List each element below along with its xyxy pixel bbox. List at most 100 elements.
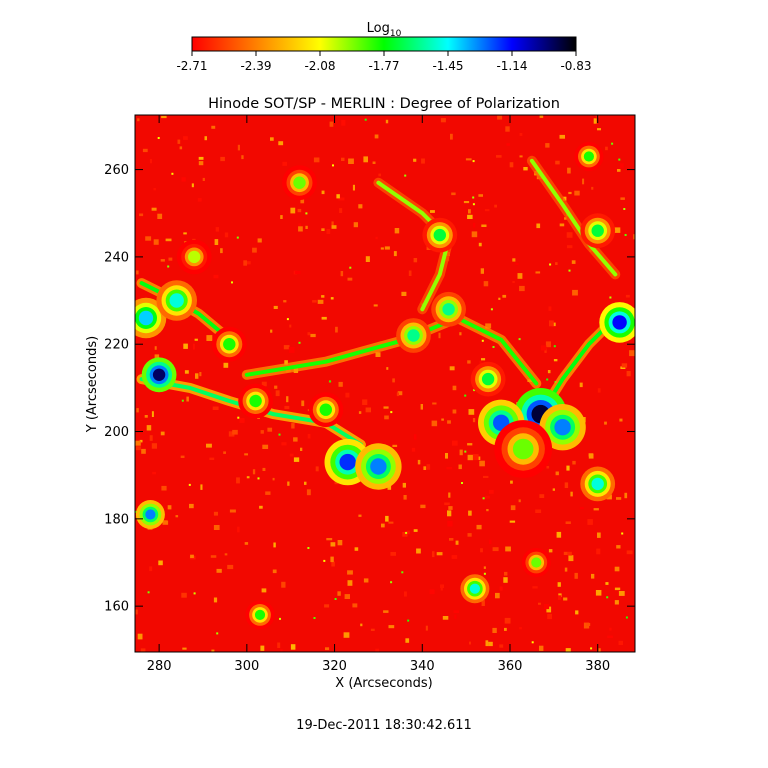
polarization-feature bbox=[355, 443, 402, 490]
y-axis: 160 180 200 220 240 260 bbox=[104, 163, 635, 615]
texture-cell bbox=[385, 515, 389, 522]
texture-cell bbox=[293, 457, 300, 462]
texture-cell bbox=[472, 454, 479, 461]
texture-cell bbox=[160, 259, 165, 262]
texture-cell bbox=[245, 261, 251, 265]
texture-cell bbox=[321, 190, 325, 195]
texture-cell bbox=[454, 614, 457, 619]
texture-cell bbox=[485, 640, 489, 647]
texture-cell bbox=[192, 343, 195, 350]
texture-speck bbox=[307, 547, 310, 549]
texture-cell bbox=[544, 348, 547, 353]
texture-speck bbox=[157, 137, 160, 139]
texture-cell bbox=[606, 494, 612, 500]
texture-speck bbox=[518, 338, 521, 341]
texture-cell bbox=[559, 223, 565, 227]
x-axis: 280 300 320 340 360 380 bbox=[147, 115, 610, 674]
texture-cell bbox=[228, 431, 235, 437]
texture-cell bbox=[312, 300, 317, 303]
texture-cell bbox=[310, 333, 316, 338]
texture-cell bbox=[614, 227, 621, 233]
texture-cell bbox=[401, 291, 407, 296]
texture-cell bbox=[574, 572, 578, 579]
texture-speck bbox=[181, 399, 184, 402]
texture-speck bbox=[334, 598, 337, 600]
texture-cell bbox=[555, 471, 559, 476]
texture-cell bbox=[488, 641, 493, 647]
texture-cell bbox=[403, 495, 407, 500]
texture-cell bbox=[326, 538, 333, 541]
texture-speck bbox=[147, 591, 150, 594]
texture-cell bbox=[483, 566, 486, 569]
feature-ring bbox=[370, 458, 387, 475]
texture-cell bbox=[388, 625, 395, 629]
texture-speck bbox=[171, 172, 174, 175]
texture-cell bbox=[591, 573, 595, 579]
texture-speck bbox=[407, 619, 410, 622]
texture-cell bbox=[472, 418, 476, 423]
texture-cell bbox=[392, 444, 398, 447]
texture-cell bbox=[546, 466, 550, 469]
texture-cell bbox=[380, 247, 384, 250]
texture-cell bbox=[326, 228, 331, 234]
polarization-feature bbox=[574, 142, 604, 171]
texture-cell bbox=[471, 231, 478, 238]
texture-cell bbox=[198, 156, 204, 160]
colorbar-tick-label: -2.71 bbox=[176, 59, 207, 73]
timestamp: 19-Dec-2011 18:30:42.611 bbox=[296, 718, 472, 733]
texture-cell bbox=[278, 141, 284, 146]
colorbar-label-base: Log bbox=[367, 21, 390, 36]
texture-cell bbox=[281, 581, 286, 588]
texture-cell bbox=[402, 532, 408, 537]
texture-cell bbox=[194, 338, 198, 341]
texture-cell bbox=[347, 580, 353, 586]
texture-cell bbox=[523, 167, 528, 171]
texture-cell bbox=[270, 329, 273, 333]
texture-cell bbox=[498, 297, 501, 300]
texture-cell bbox=[555, 160, 560, 165]
texture-cell bbox=[420, 404, 423, 410]
texture-cell bbox=[616, 497, 622, 500]
texture-cell bbox=[237, 144, 240, 151]
texture-cell bbox=[293, 437, 298, 442]
texture-cell bbox=[597, 388, 601, 393]
texture-speck bbox=[216, 632, 219, 635]
x-axis-label: X (Arcseconds) bbox=[335, 676, 432, 691]
texture-cell bbox=[259, 505, 263, 509]
texture-cell bbox=[224, 232, 229, 238]
texture-cell bbox=[620, 366, 626, 369]
texture-cell bbox=[262, 467, 266, 471]
texture-cell bbox=[448, 492, 451, 498]
texture-cell bbox=[616, 545, 621, 549]
texture-cell bbox=[210, 555, 217, 558]
texture-speck bbox=[611, 142, 614, 145]
texture-cell bbox=[614, 587, 621, 591]
texture-cell bbox=[252, 469, 256, 475]
texture-cell bbox=[139, 213, 144, 217]
texture-cell bbox=[204, 136, 207, 141]
texture-cell bbox=[224, 553, 228, 556]
texture-cell bbox=[223, 362, 229, 368]
texture-cell bbox=[621, 363, 628, 368]
texture-cell bbox=[575, 610, 579, 615]
colorbar-tick-label: -1.77 bbox=[368, 59, 399, 73]
texture-cell bbox=[518, 499, 521, 503]
texture-speck bbox=[472, 203, 475, 206]
plot-area: 280 300 320 340 360 380 160 180 200 220 240 260 bbox=[104, 114, 636, 674]
texture-cell bbox=[572, 289, 578, 296]
texture-cell bbox=[509, 520, 516, 523]
texture-cell bbox=[459, 449, 463, 456]
polarization-feature bbox=[599, 302, 635, 343]
texture-cell bbox=[468, 409, 475, 415]
texture-cell bbox=[135, 609, 138, 615]
texture-cell bbox=[181, 177, 186, 182]
texture-speck bbox=[606, 596, 609, 599]
texture-cell bbox=[295, 271, 301, 274]
texture-cell bbox=[183, 232, 187, 235]
texture-cell bbox=[149, 566, 153, 572]
texture-speck bbox=[286, 318, 289, 321]
texture-cell bbox=[135, 446, 141, 451]
texture-cell bbox=[216, 568, 222, 573]
texture-cell bbox=[200, 484, 203, 490]
feature-ring bbox=[591, 224, 604, 237]
